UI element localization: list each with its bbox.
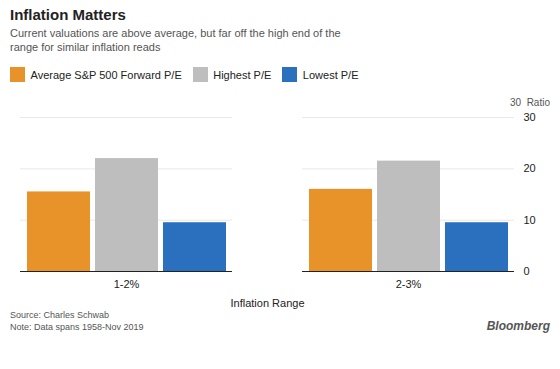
svg-text:0: 0 <box>524 265 530 277</box>
svg-text:2-3%: 2-3% <box>396 278 422 290</box>
html-text:Source: Charles Schwab Note: D: Source: Charles Schwab Note: Data spans … <box>10 309 144 332</box>
html-text:30 Ratio: 30 Ratio <box>510 96 550 108</box>
html-text:Highest P/E: Highest P/E <box>213 68 272 81</box>
svg-text:10: 10 <box>524 213 536 225</box>
svg-text:30: 30 <box>524 111 536 123</box>
html-text:Current valuations are above a: Current valuations are above average, bu… <box>10 27 341 53</box>
svg-text:20: 20 <box>524 162 536 174</box>
html-text:Lowest P/E: Lowest P/E <box>302 68 359 81</box>
html-text:Average S&P 500 Forward P/E: Average S&P 500 Forward P/E <box>30 68 182 81</box>
svg-text:1-2%: 1-2% <box>114 278 140 290</box>
html-text:Bloomberg: Bloomberg <box>486 318 550 333</box>
html-text:Inflation Matters: Inflation Matters <box>10 6 126 23</box>
svg-text:Inflation Range: Inflation Range <box>231 296 305 308</box>
